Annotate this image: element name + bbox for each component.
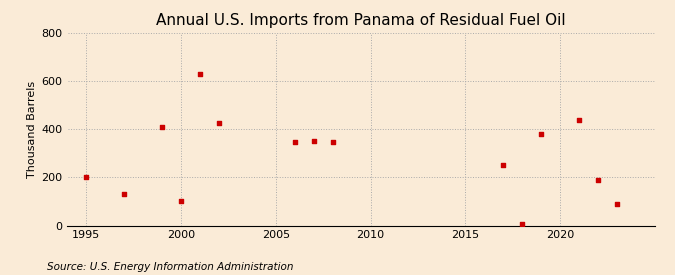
Point <box>612 202 622 206</box>
Point <box>497 163 508 167</box>
Point <box>214 121 225 125</box>
Point <box>308 139 319 144</box>
Text: Source: U.S. Energy Information Administration: Source: U.S. Energy Information Administ… <box>47 262 294 272</box>
Point <box>536 132 547 136</box>
Title: Annual U.S. Imports from Panama of Residual Fuel Oil: Annual U.S. Imports from Panama of Resid… <box>157 13 566 28</box>
Point <box>593 178 603 182</box>
Point <box>194 72 205 76</box>
Point <box>327 140 338 145</box>
Point <box>290 140 300 145</box>
Point <box>574 117 585 122</box>
Y-axis label: Thousand Barrels: Thousand Barrels <box>28 81 37 178</box>
Point <box>119 192 130 196</box>
Point <box>517 222 528 227</box>
Point <box>81 175 92 180</box>
Point <box>176 199 186 204</box>
Point <box>157 125 167 129</box>
